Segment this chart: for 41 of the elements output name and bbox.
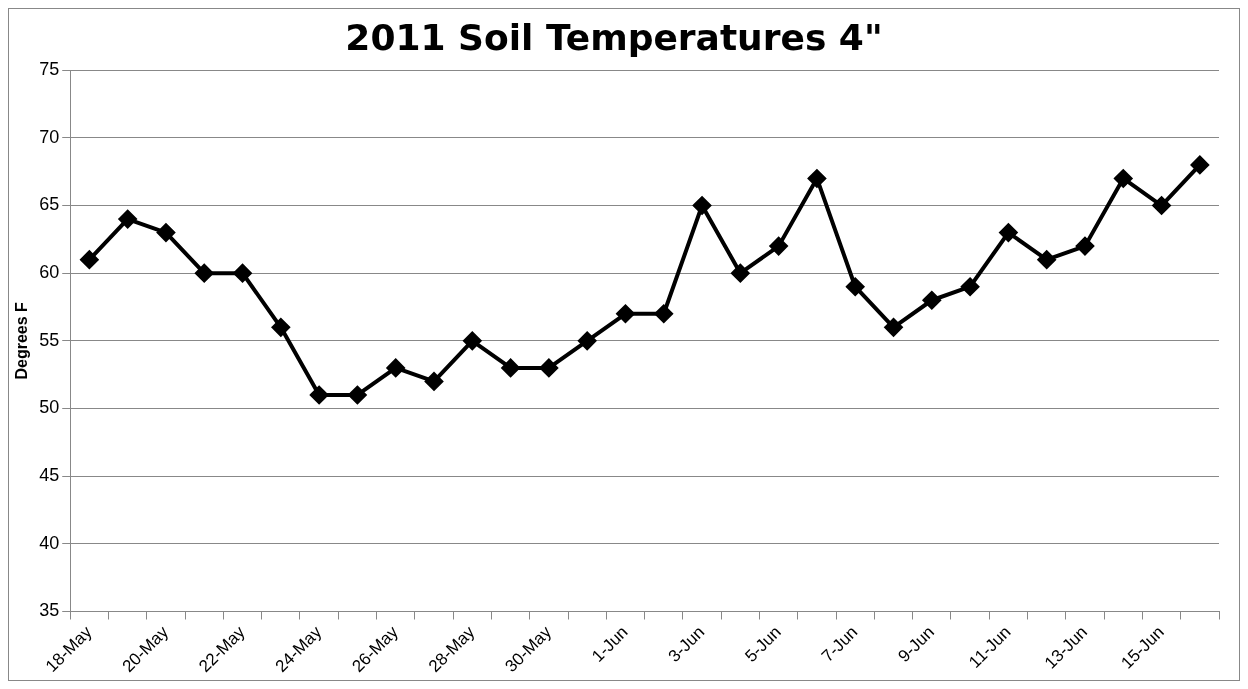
y-axis-title: Degrees F (13, 301, 31, 380)
point (961, 277, 980, 296)
point (693, 196, 712, 215)
point (578, 331, 597, 350)
chart-title: 2011 Soil Temperatures 4" (345, 16, 883, 58)
y-tick-label: 70 (39, 126, 60, 147)
point (1152, 196, 1171, 215)
point (501, 358, 520, 377)
point (616, 304, 635, 323)
y-tick-label: 60 (39, 262, 60, 283)
point (271, 318, 290, 337)
y-tick-label: 65 (39, 194, 60, 215)
point (846, 277, 865, 296)
y-tick-label: 50 (39, 397, 60, 418)
point (922, 291, 941, 310)
point (80, 250, 99, 269)
point (425, 372, 443, 391)
point (1075, 237, 1094, 256)
point (348, 385, 367, 404)
point (386, 358, 405, 377)
point (731, 264, 750, 283)
point (884, 318, 903, 337)
point (118, 210, 137, 229)
point (539, 358, 558, 377)
y-tick-label: 75 (39, 59, 60, 80)
point (195, 264, 214, 283)
point (1190, 155, 1209, 174)
point (233, 264, 252, 283)
point (1037, 250, 1056, 269)
point (807, 169, 826, 188)
point (769, 237, 788, 256)
y-tick-label: 45 (39, 465, 60, 486)
point (1114, 169, 1133, 188)
y-tick-label: 40 (39, 532, 60, 553)
y-tick-label: 35 (39, 600, 60, 621)
point (310, 385, 329, 404)
y-tick-label: 55 (39, 329, 60, 350)
point (463, 331, 482, 350)
point (156, 223, 175, 242)
point (999, 223, 1018, 242)
point (654, 304, 673, 323)
